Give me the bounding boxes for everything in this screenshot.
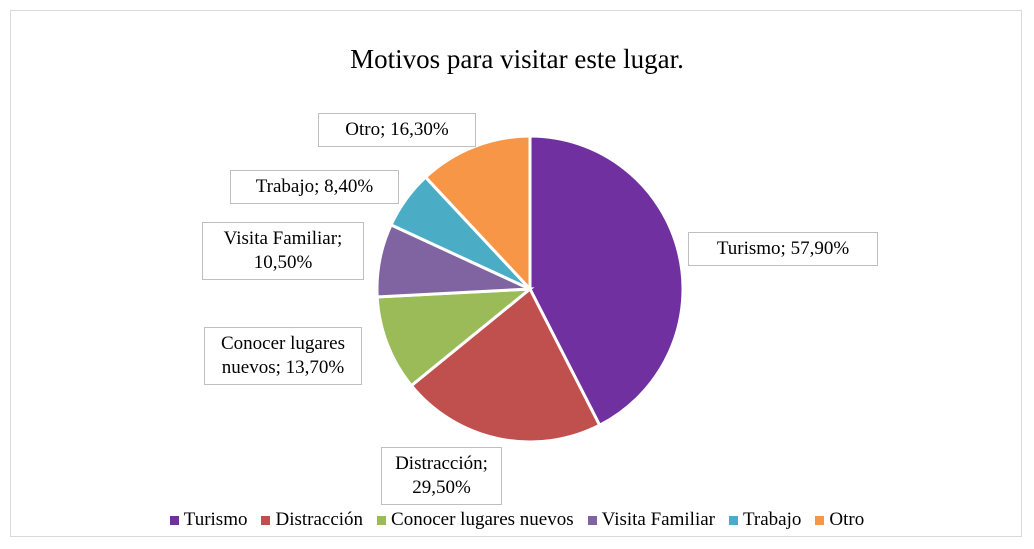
data-label: Conocer lugares nuevos; 13,70% xyxy=(204,327,362,385)
legend-swatch xyxy=(377,515,387,525)
legend-item: Conocer lugares nuevos xyxy=(377,509,574,531)
legend-swatch xyxy=(261,515,271,525)
data-label: Trabajo; 8,40% xyxy=(230,170,399,204)
pie-slice xyxy=(375,287,535,388)
legend-item: Otro xyxy=(815,509,864,531)
data-label: Otro; 16,30% xyxy=(318,113,476,147)
legend-label: Otro xyxy=(829,509,865,530)
pie-slice xyxy=(528,134,685,428)
data-label: Distracción; 29,50% xyxy=(381,447,502,505)
legend-item: Turismo xyxy=(169,509,248,531)
chart-title: Motivos para visitar este lugar. xyxy=(350,44,684,74)
legend-label: Turismo xyxy=(183,509,248,530)
data-label: Visita Familiar; 10,50% xyxy=(202,222,364,280)
legend-swatch xyxy=(815,515,825,525)
legend-swatch xyxy=(169,515,179,525)
pie-slice xyxy=(409,286,602,444)
chart-border xyxy=(10,10,1022,537)
legend-swatch xyxy=(587,515,597,525)
legend-item: Distracción xyxy=(261,509,363,531)
legend: Turismo Distracción Conocer lugares nuevos… xyxy=(0,509,1034,531)
legend-swatch xyxy=(728,515,738,525)
legend-label: Distracción xyxy=(275,509,364,530)
legend-item: Visita Familiar xyxy=(587,509,715,531)
legend-label: Visita Familiar xyxy=(601,509,715,530)
legend-item: Trabajo xyxy=(728,509,802,531)
legend-label: Conocer lugares nuevos xyxy=(391,509,574,530)
data-label: Turismo; 57,90% xyxy=(688,232,878,266)
legend-label: Trabajo xyxy=(742,509,802,530)
